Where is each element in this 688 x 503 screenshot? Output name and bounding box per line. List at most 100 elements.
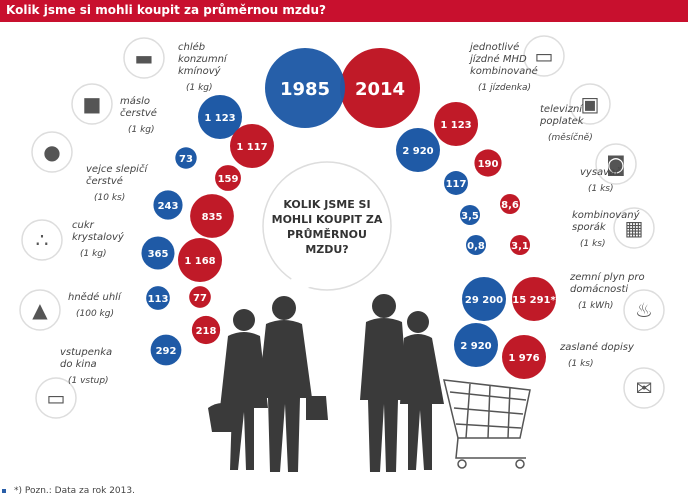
left-item-unit: (10 ks)	[94, 193, 125, 203]
left-item-label: čerstvé	[86, 175, 123, 187]
right-item-label: zaslané dopisy	[559, 341, 635, 353]
value-2014: 1 123	[440, 120, 471, 131]
value-1985-bubble	[146, 286, 170, 310]
right-item-label: vysavač	[580, 166, 621, 178]
transit-ticket-icon: ▭	[523, 35, 565, 77]
letter-icon: ✉	[623, 367, 665, 409]
value-1985-bubble	[175, 147, 197, 169]
svg-text:▣: ▣	[581, 92, 600, 116]
left-item-label: do kina	[60, 359, 97, 370]
value-2014-bubble	[178, 238, 222, 282]
value-2014-bubble	[512, 277, 556, 321]
left-item-label: čerstvé	[120, 107, 157, 119]
svg-text:♨: ♨	[635, 298, 653, 322]
value-1985-bubble	[153, 190, 183, 220]
year-2014-label: 2014	[355, 79, 405, 100]
right-item-label: domácnosti	[570, 283, 628, 295]
right-item-unit: (1 kWh)	[578, 301, 613, 311]
right-item-label: zemní plyn pro	[569, 271, 645, 283]
value-2014-bubble	[502, 335, 546, 379]
left-item-unit: (1 kg)	[128, 125, 155, 135]
value-1985-bubble	[444, 171, 468, 195]
year-2014-circle	[340, 48, 420, 128]
value-2014: 190	[478, 159, 499, 170]
question-line-1: KOLIK JSME SI	[283, 198, 370, 211]
shoppers-silhouette-left	[208, 296, 328, 472]
svg-text:◙: ◙	[606, 152, 625, 176]
left-item-label: vejce slepičí	[86, 163, 148, 175]
value-1985-bubble	[141, 236, 175, 270]
value-2014-bubble	[500, 194, 520, 214]
left-item-label: kmínový	[178, 65, 222, 77]
left-item-label: vstupenka	[60, 347, 112, 358]
value-1985: 1 123	[204, 113, 235, 124]
value-2014-bubble	[474, 149, 502, 177]
left-item-label: krystalový	[72, 231, 125, 243]
value-2014: 1 117	[236, 142, 267, 153]
bread-icon: ▬	[123, 37, 165, 79]
value-2014: 1 976	[508, 353, 539, 364]
right-item-5: ✉ zaslané dopisy (1 ks) 2 920 1 976	[454, 323, 665, 409]
svg-text:▬: ▬	[135, 46, 154, 70]
value-1985: 292	[156, 346, 177, 357]
footnote: *) Pozn.: Data za rok 2013.	[14, 486, 135, 496]
coal-icon: ▲	[19, 289, 61, 331]
value-1985: 365	[148, 249, 169, 260]
right-item-label: sporák	[572, 221, 607, 233]
sugar-icon: ∴	[21, 219, 63, 261]
right-item-unit: (1 ks)	[568, 359, 594, 369]
right-item-label: kombinované	[470, 65, 538, 77]
shoppers-silhouette-right	[360, 294, 444, 472]
value-2014: 3,1	[511, 241, 529, 252]
value-2014-bubble	[230, 124, 274, 168]
left-item-label: chléb	[178, 41, 205, 53]
page-title: Kolik jsme si mohli koupit za průměrnou …	[6, 3, 326, 17]
value-2014-bubble	[191, 315, 221, 345]
shopping-cart	[443, 379, 531, 469]
svg-text:▦: ▦	[625, 216, 644, 240]
value-2014-bubble	[190, 194, 234, 238]
tv-icon: ▣	[569, 83, 611, 125]
value-2014-bubble	[510, 235, 530, 255]
left-item-label: máslo	[120, 95, 150, 107]
right-item-unit: (1 jízdenka)	[478, 83, 531, 93]
svg-text:■: ■	[83, 92, 102, 116]
value-1985: 0,8	[467, 241, 485, 252]
butter-icon: ■	[71, 83, 113, 125]
question-line-4: MZDU?	[305, 243, 348, 256]
value-2014-bubble	[189, 286, 211, 308]
right-item-label: televizní	[540, 103, 583, 115]
question-line-3: PRŮMĚRNOU	[287, 228, 367, 241]
value-2014: 15 291*	[512, 295, 556, 306]
left-item-unit: (1 kg)	[186, 83, 213, 93]
left-item-4: ▲ hnědé uhlí (100 kg) 113 77	[19, 286, 211, 331]
vacuum-icon: ◙	[595, 143, 637, 185]
left-item-label: hnědé uhlí	[68, 291, 122, 303]
right-item-unit: (1 ks)	[588, 184, 614, 194]
ticket-icon: ▭	[35, 377, 77, 419]
value-1985-bubble	[150, 334, 182, 366]
value-1985: 117	[446, 179, 467, 190]
flame-icon: ♨	[623, 289, 665, 331]
right-item-label: kombinovaný	[572, 209, 641, 221]
value-1985-bubble	[460, 205, 480, 225]
value-1985-bubble	[466, 235, 486, 255]
value-1985-bubble	[396, 128, 440, 172]
value-2014: 159	[218, 174, 239, 185]
value-2014-bubble	[215, 165, 241, 191]
value-1985: 3,5	[461, 211, 479, 222]
footer-marker	[2, 489, 6, 493]
svg-text:●: ●	[43, 140, 60, 164]
value-2014: 8,6	[501, 200, 519, 211]
value-2014-bubble	[434, 102, 478, 146]
value-1985: 243	[158, 201, 179, 212]
right-item-label: poplatek	[539, 116, 585, 127]
